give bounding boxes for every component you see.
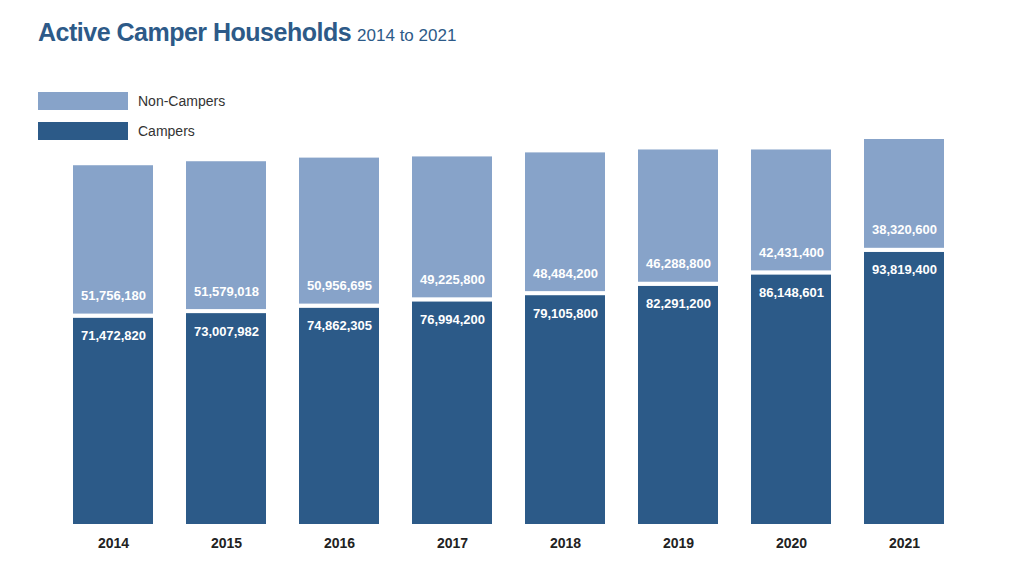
html-text:Active Camper Households 2014: Active Camper Households 2014 to 2021 xyxy=(38,18,457,46)
svg-text:2020: 2020 xyxy=(776,535,807,551)
svg-text:76,994,200: 76,994,200 xyxy=(420,312,485,327)
svg-text:2016: 2016 xyxy=(324,535,355,551)
svg-text:2015: 2015 xyxy=(211,535,242,551)
svg-text:73,007,982: 73,007,982 xyxy=(194,324,259,339)
svg-text:2014: 2014 xyxy=(98,535,129,551)
svg-text:48,484,200: 48,484,200 xyxy=(533,266,598,281)
svg-text:50,956,695: 50,956,695 xyxy=(307,278,372,293)
svg-text:71,472,820: 71,472,820 xyxy=(81,328,146,343)
svg-text:51,579,018: 51,579,018 xyxy=(194,284,259,299)
html-text:Non-Campers: Non-Campers xyxy=(138,93,226,109)
svg-text:86,148,601: 86,148,601 xyxy=(759,285,824,300)
svg-text:51,756,180: 51,756,180 xyxy=(81,288,146,303)
html-text:Campers: Campers xyxy=(138,123,195,139)
svg-text:93,819,400: 93,819,400 xyxy=(872,262,937,277)
svg-text:38,320,600: 38,320,600 xyxy=(872,222,937,237)
svg-text:42,431,400: 42,431,400 xyxy=(759,245,824,260)
svg-text:74,862,305: 74,862,305 xyxy=(307,318,372,333)
svg-text:2017: 2017 xyxy=(437,535,468,551)
svg-text:82,291,200: 82,291,200 xyxy=(646,296,711,311)
svg-text:2018: 2018 xyxy=(550,535,581,551)
svg-text:49,225,800: 49,225,800 xyxy=(420,272,485,287)
svg-text:2021: 2021 xyxy=(889,535,920,551)
svg-text:2019: 2019 xyxy=(663,535,694,551)
svg-text:79,105,800: 79,105,800 xyxy=(533,306,598,321)
svg-text:46,288,800: 46,288,800 xyxy=(646,256,711,271)
